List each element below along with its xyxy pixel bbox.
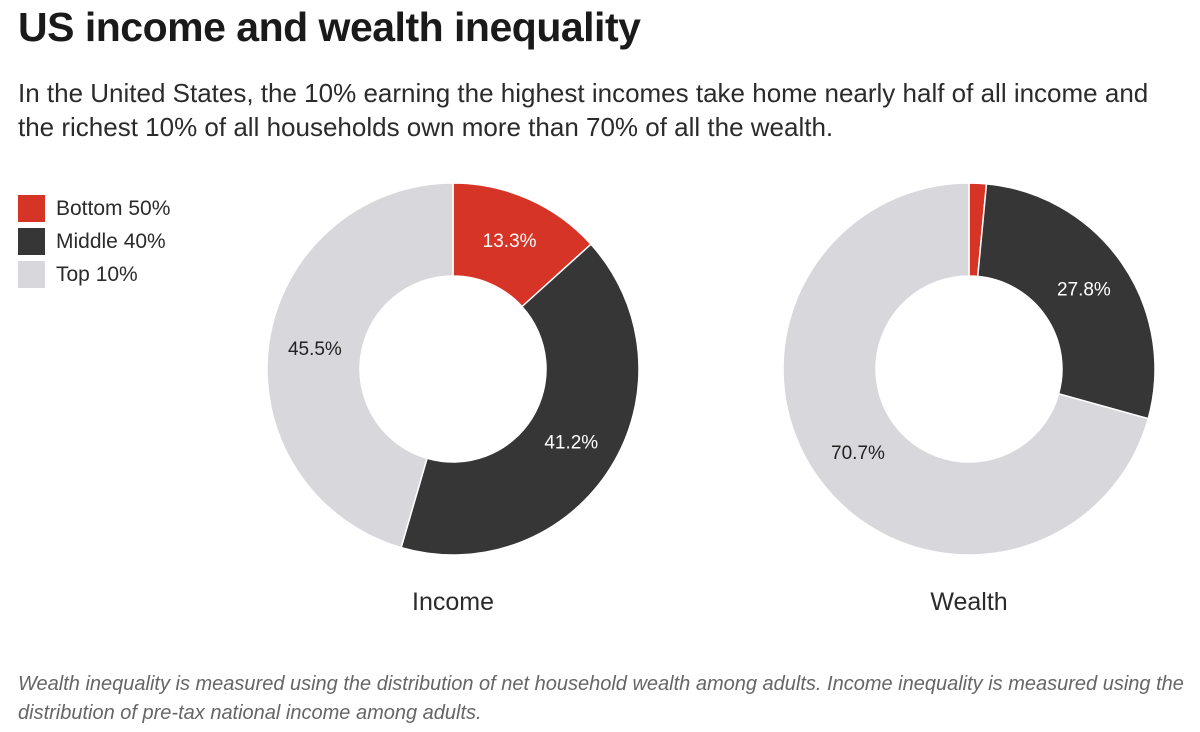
legend-swatch — [18, 195, 45, 222]
legend-item-middle-40: Middle 40% — [18, 225, 170, 258]
slice-value-label: 27.8% — [1057, 279, 1111, 300]
slice-top-10- — [782, 182, 1150, 556]
legend-label: Bottom 50% — [56, 196, 171, 220]
slice-middle-40- — [976, 183, 1156, 420]
chart-label-wealth: Wealth — [930, 588, 1007, 616]
legend-label: Middle 40% — [56, 229, 166, 253]
methodology-note: Wealth inequality is measured using the … — [18, 673, 1184, 724]
legend-swatch — [18, 228, 45, 255]
legend-item-bottom-50: Bottom 50% — [18, 192, 170, 225]
legend: Bottom 50% Middle 40% Top 10% — [18, 192, 170, 291]
slice-value-label: 70.7% — [831, 443, 885, 464]
slice-middle-40- — [400, 243, 640, 556]
chart-subtitle: In the United States, the 10% earning th… — [18, 78, 1149, 142]
legend-item-top-10: Top 10% — [18, 258, 170, 291]
legend-label: Top 10% — [56, 262, 138, 286]
slice-value-label: 13.3% — [483, 231, 537, 252]
donut-wealth: 27.8% 70.7% — [782, 182, 1156, 556]
slice-top-10- — [266, 182, 454, 549]
chart-label-income: Income — [412, 588, 494, 616]
slice-value-label: 45.5% — [288, 339, 342, 360]
slice-value-label: 41.2% — [544, 433, 598, 454]
legend-swatch — [18, 261, 45, 288]
donut-income: 13.3% 41.2% 45.5% — [266, 182, 640, 556]
chart-title: US income and wealth inequality — [18, 4, 641, 50]
